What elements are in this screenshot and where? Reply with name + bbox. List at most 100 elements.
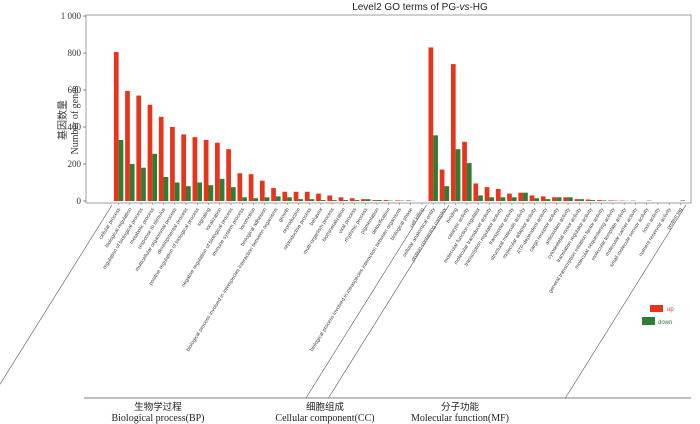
group-label-zh: 生物学过程: [134, 401, 182, 413]
bar-down: [320, 200, 326, 201]
group-divider: [0, 204, 113, 385]
bar-down: [275, 196, 281, 201]
y-tick-label: 800: [68, 48, 82, 58]
bar-up: [316, 193, 321, 201]
bar-up: [349, 198, 355, 201]
group-label-zh: 细胞组成: [306, 401, 345, 413]
y-axis-label-zh: 基因数量: [56, 100, 69, 140]
bar-down: [478, 195, 483, 201]
group-divider: [305, 204, 427, 399]
bar-up: [282, 191, 288, 201]
bar-down: [230, 187, 236, 201]
bar-up: [147, 104, 153, 201]
bar-up: [125, 90, 130, 201]
bars: [113, 47, 686, 202]
bar-up: [473, 183, 479, 201]
bar-up: [226, 149, 231, 201]
bar-up: [361, 199, 366, 201]
bar-down: [534, 198, 540, 201]
bar-down: [163, 176, 169, 201]
bar-down: [309, 199, 315, 201]
group-brackets: [0, 204, 691, 399]
bar-up: [507, 193, 512, 201]
bar-up: [158, 116, 164, 201]
bar-up: [237, 173, 243, 201]
bar-up: [608, 200, 613, 201]
bar-up: [597, 200, 602, 201]
bar-up: [327, 195, 333, 201]
bar-down: [590, 200, 596, 201]
bar-down: [186, 186, 191, 201]
bar-down: [253, 198, 259, 201]
legend-label-up: up: [667, 307, 674, 313]
bar-down: [141, 167, 146, 201]
bar-up: [203, 139, 209, 201]
bar-up: [181, 134, 187, 201]
bar-up: [259, 180, 265, 201]
bar-up: [563, 197, 569, 201]
bar-up: [215, 142, 220, 201]
bar-down: [208, 185, 214, 201]
legend: up down: [642, 305, 674, 326]
bar-up: [462, 141, 467, 201]
bar-up: [271, 188, 276, 201]
bar-up: [192, 137, 198, 201]
legend-label-down: down: [658, 320, 672, 326]
bar-up: [248, 174, 254, 201]
x-ticks: [118, 203, 681, 205]
bar-up: [585, 199, 591, 201]
legend-swatch-down: [642, 317, 655, 325]
y-tick-label: 1 000: [61, 11, 82, 21]
y-tick-label: 200: [68, 159, 82, 169]
bar-down: [197, 182, 202, 201]
bar-up: [304, 191, 310, 201]
bar-up: [170, 127, 175, 201]
bar-down: [489, 197, 495, 201]
bar-up: [136, 95, 142, 201]
bar-up: [428, 47, 434, 202]
bar-up: [540, 196, 546, 201]
group-label-en: Molecular function(MF): [411, 413, 509, 424]
y-axis: 0 200 400 600 800 1 000: [61, 11, 86, 206]
bar-down: [174, 182, 180, 201]
bar-up: [338, 197, 344, 201]
chart-title: Level2 GO terms of PG-vs-HG: [352, 2, 488, 13]
bar-down: [556, 197, 562, 201]
bar-up: [372, 200, 378, 201]
bar-down: [680, 200, 686, 201]
bar-down: [264, 197, 270, 201]
bar-down: [433, 135, 438, 201]
bar-down: [354, 200, 360, 201]
bar-up: [113, 52, 119, 202]
bar-down: [332, 200, 337, 201]
bar-down: [568, 197, 573, 201]
bar-down: [500, 197, 506, 201]
plot-frame: [85, 14, 692, 204]
bar-down: [455, 149, 461, 201]
bar-down: [129, 164, 135, 201]
bar-down: [444, 186, 450, 201]
bar-up: [406, 200, 411, 201]
bar-down: [365, 199, 371, 201]
bar-up: [383, 200, 389, 201]
y-tick-label: 600: [68, 85, 82, 95]
bar-down: [152, 153, 158, 201]
bar-up: [439, 169, 445, 201]
bar-down: [523, 192, 528, 201]
legend-swatch-up: [650, 305, 663, 312]
bar-down: [298, 199, 304, 201]
bar-up: [518, 192, 524, 201]
bar-down: [466, 163, 472, 201]
bar-up: [394, 200, 400, 201]
bar-up: [529, 195, 535, 201]
bar-down: [601, 200, 607, 201]
bar-down: [118, 139, 124, 201]
y-tick-label: 400: [68, 122, 82, 132]
bar-down: [511, 197, 517, 201]
group-label-en: Cellular component(CC): [275, 413, 374, 424]
bar-down: [219, 178, 225, 201]
y-tick-label: 0: [77, 196, 82, 206]
bar-down: [579, 199, 584, 201]
